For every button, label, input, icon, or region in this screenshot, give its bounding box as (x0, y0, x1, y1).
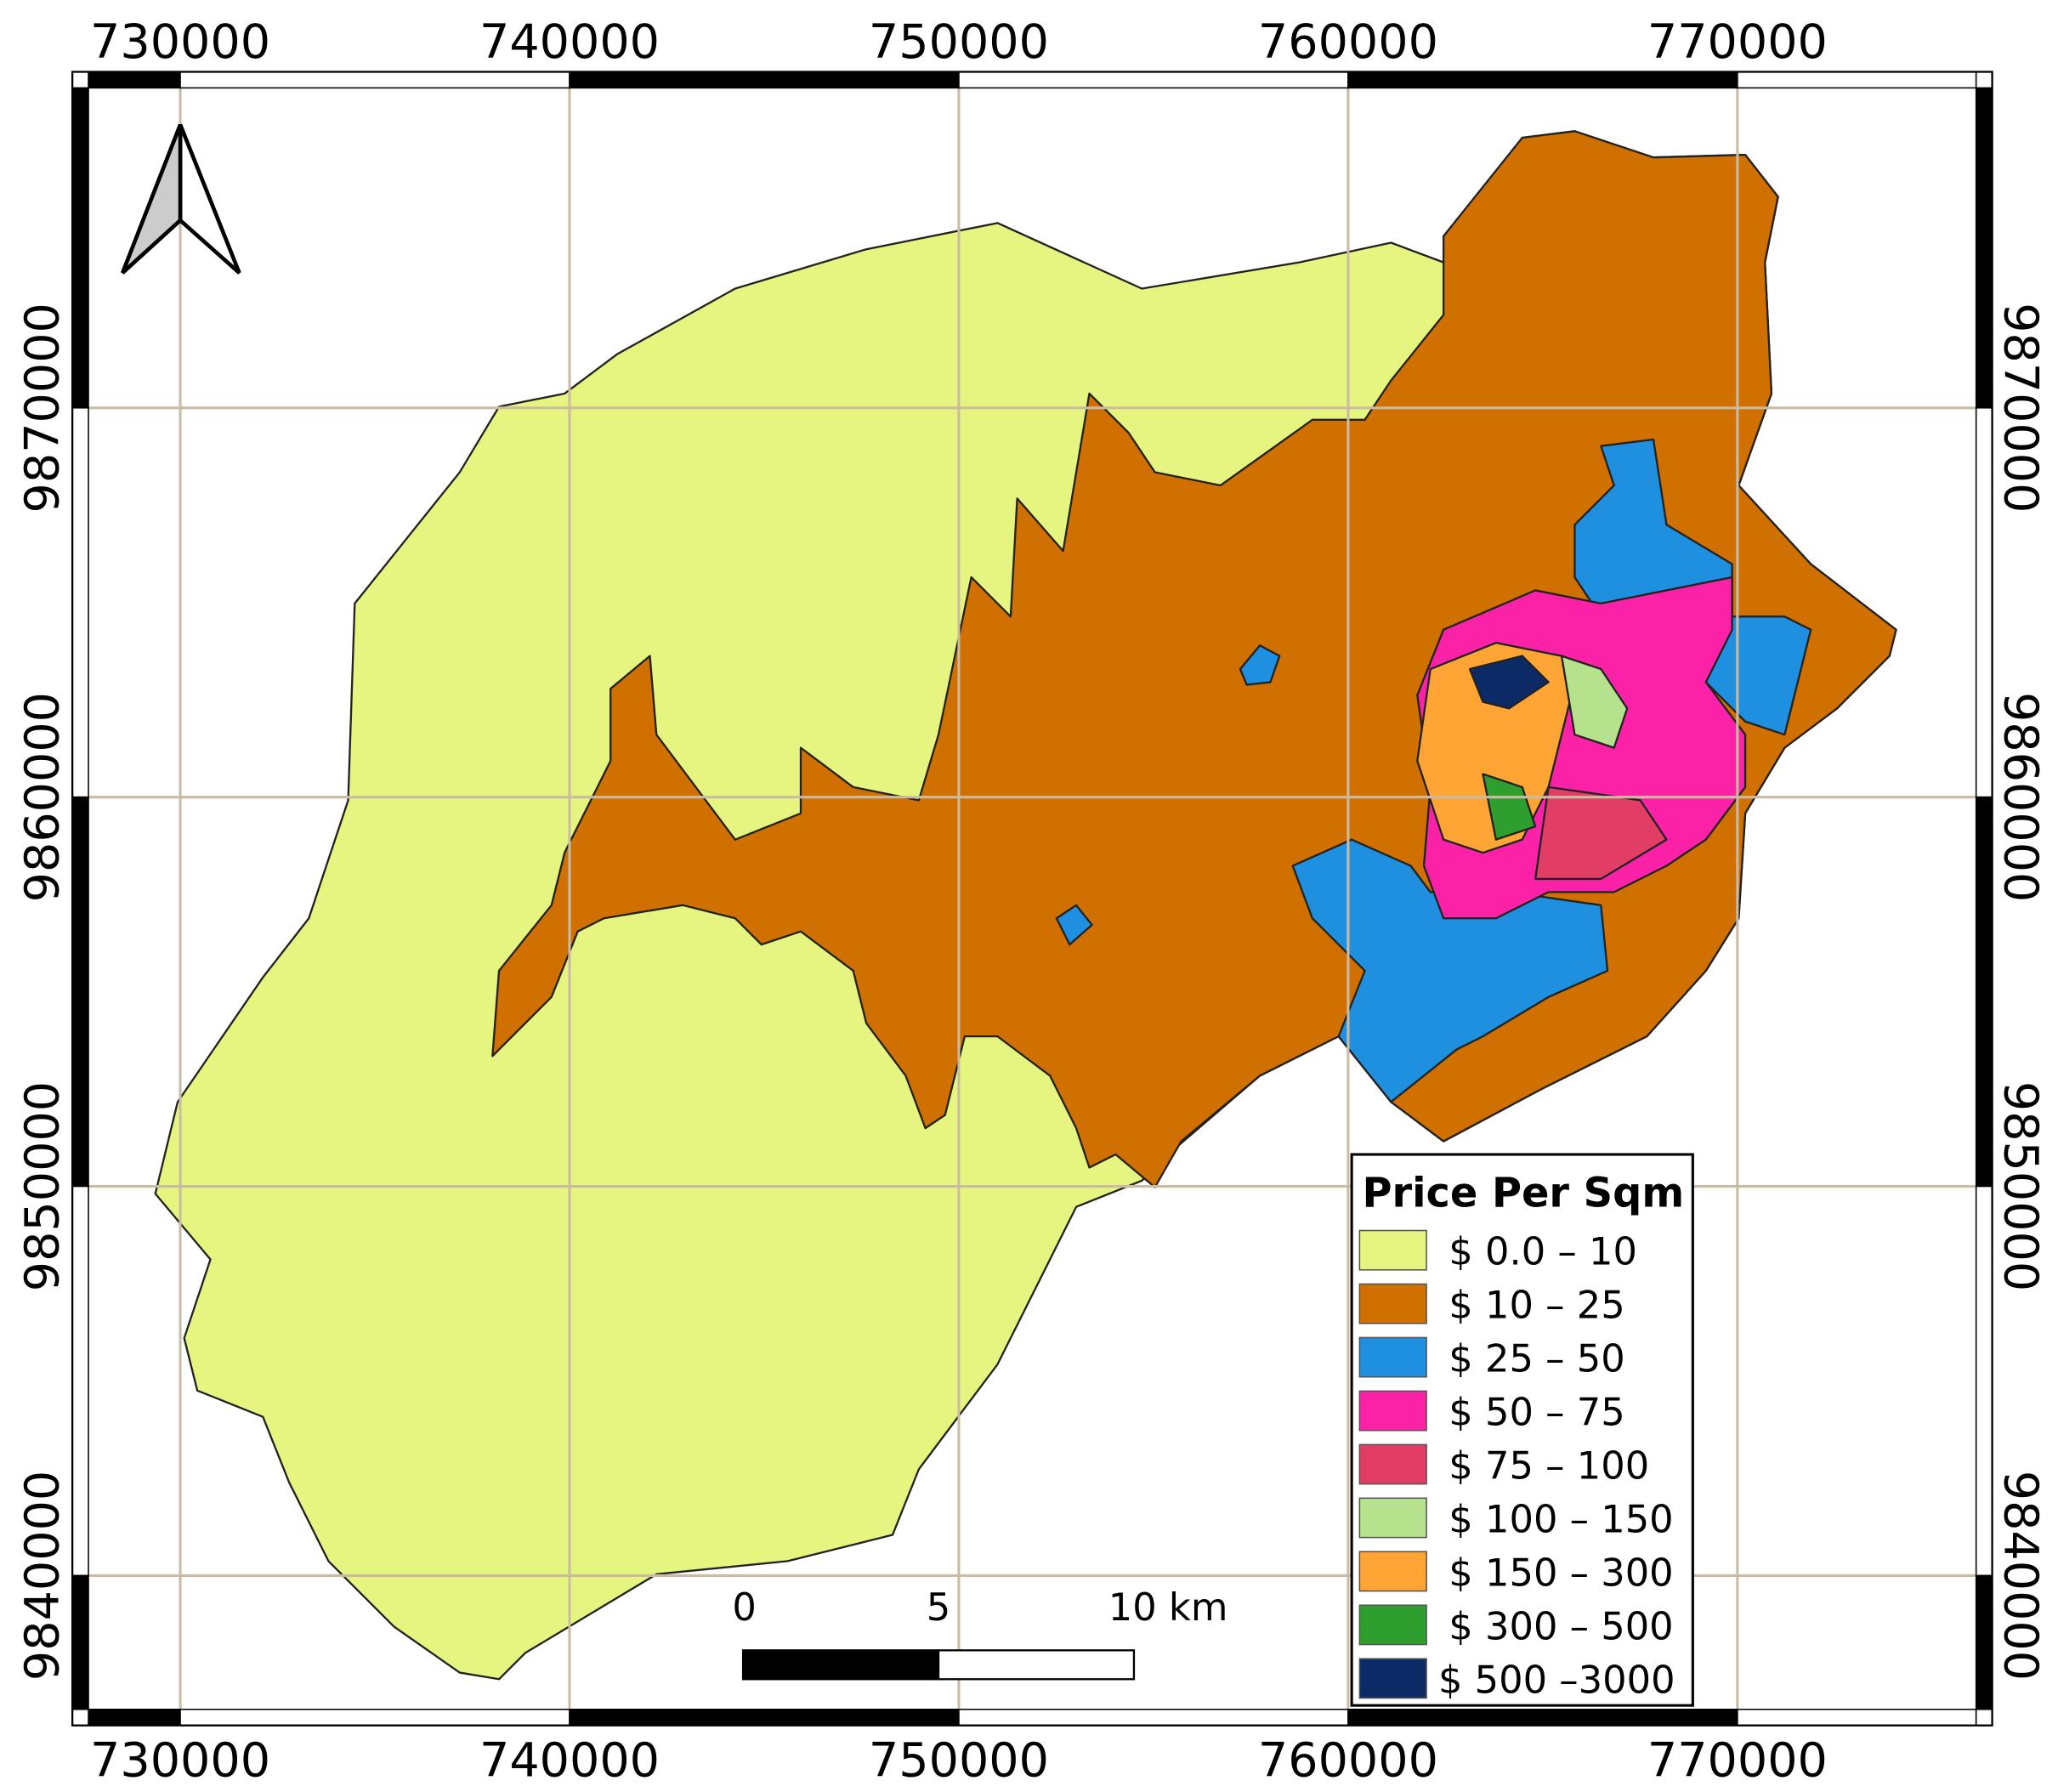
frame-corner (1975, 1709, 1993, 1727)
legend-swatch (1358, 1283, 1427, 1324)
legend-swatch (1358, 1229, 1427, 1271)
frame-bar (71, 71, 89, 409)
frame-bar (71, 1185, 89, 1577)
frame-bar (179, 1709, 570, 1727)
frame-bar (1737, 71, 1993, 89)
frame-bar (1347, 1709, 1738, 1727)
x-tick-label: 770000 (1647, 14, 1828, 70)
frame-bar (958, 1709, 1349, 1727)
x-tick-label: 770000 (1647, 1732, 1828, 1788)
frame-corner (1975, 71, 1993, 89)
region (1239, 644, 1281, 686)
frame-bar (958, 71, 1349, 89)
y-tick-label: 9870000 (1993, 303, 2049, 513)
x-tick-label: 760000 (1258, 1732, 1438, 1788)
scale-label: 10 km (1108, 1585, 1228, 1630)
legend-swatch (1358, 1443, 1427, 1485)
north-arrow-left (120, 123, 183, 275)
x-tick-label: 750000 (869, 1732, 1049, 1788)
legend-label: $ 300 – 500 (1449, 1603, 1673, 1648)
y-tick-label: 9850000 (15, 1081, 71, 1291)
frame-bar (179, 71, 570, 89)
legend-label: $ 150 – 300 (1449, 1550, 1673, 1595)
frame-corner (71, 71, 89, 89)
y-tick-label: 9860000 (15, 692, 71, 902)
x-tick-label: 730000 (90, 1732, 270, 1788)
legend-swatch (1358, 1551, 1427, 1592)
legend-label: $ 0.0 – 10 (1449, 1229, 1637, 1274)
y-tick-label: 9850000 (1993, 1081, 2049, 1291)
scale-bar: 0 5 10 km (732, 1585, 1228, 1681)
scale-bar-light (937, 1649, 1136, 1681)
frame-bar (569, 71, 960, 89)
legend-label: $ 75 – 100 (1449, 1443, 1649, 1488)
coordinate-labels: 730000 730000 740000 740000 750000 750000 7600… (15, 14, 2049, 1789)
y-tick-label: 9870000 (15, 303, 71, 513)
region (1416, 642, 1576, 854)
legend-label: $ 10 – 25 (1449, 1283, 1624, 1328)
frame-bar (71, 1574, 89, 1727)
region (1560, 655, 1629, 749)
frame-bar (1347, 71, 1738, 89)
legend-swatch (1358, 1604, 1427, 1646)
x-tick-label: 740000 (479, 1732, 660, 1788)
frame-bar (1975, 407, 1993, 798)
y-tick-label: 9840000 (1993, 1471, 2049, 1681)
x-tick-label: 730000 (90, 14, 270, 70)
frame-bar (1975, 1574, 1993, 1727)
y-tick-label: 9860000 (1993, 692, 2049, 902)
frame-bar (1975, 71, 1993, 409)
legend-swatch (1358, 1497, 1427, 1539)
legend-swatch (1358, 1658, 1427, 1699)
legend-label: $ 25 – 50 (1449, 1336, 1624, 1381)
legend-label: $ 50 – 75 (1449, 1390, 1624, 1435)
region (1291, 838, 1609, 1103)
frame-corner (71, 1709, 89, 1727)
legend-label: $ 500 –3000 (1438, 1657, 1675, 1702)
x-tick-label: 760000 (1258, 14, 1438, 70)
legend-swatch (1358, 1390, 1427, 1432)
legend: Price Per Sqm $ 0.0 – 10 $ 10 – 25 $ 25 – … (1350, 1153, 1694, 1707)
north-arrow (120, 123, 241, 275)
map-frame (71, 71, 1993, 1727)
frame-bar (569, 1709, 960, 1727)
frame-bar (1975, 796, 1993, 1188)
x-tick-label: 750000 (869, 14, 1049, 70)
legend-title: Price Per Sqm (1362, 1171, 1684, 1217)
north-arrow-right (178, 123, 241, 275)
regions (154, 130, 1897, 1681)
x-tick-label: 740000 (479, 14, 660, 70)
region (1055, 904, 1093, 946)
frame-bar (71, 407, 89, 798)
region (1468, 655, 1550, 710)
y-tick-label: 9840000 (15, 1471, 71, 1681)
legend-label: $ 100 – 150 (1449, 1496, 1673, 1541)
legend-swatch (1358, 1336, 1427, 1378)
scale-label: 0 (732, 1585, 756, 1630)
frame-bar (71, 796, 89, 1188)
frame-bar (1975, 1185, 1993, 1577)
scale-bar-dark (741, 1649, 940, 1681)
region (1482, 773, 1537, 841)
scale-label: 5 (927, 1585, 950, 1630)
frame-bar (1737, 1709, 1993, 1727)
